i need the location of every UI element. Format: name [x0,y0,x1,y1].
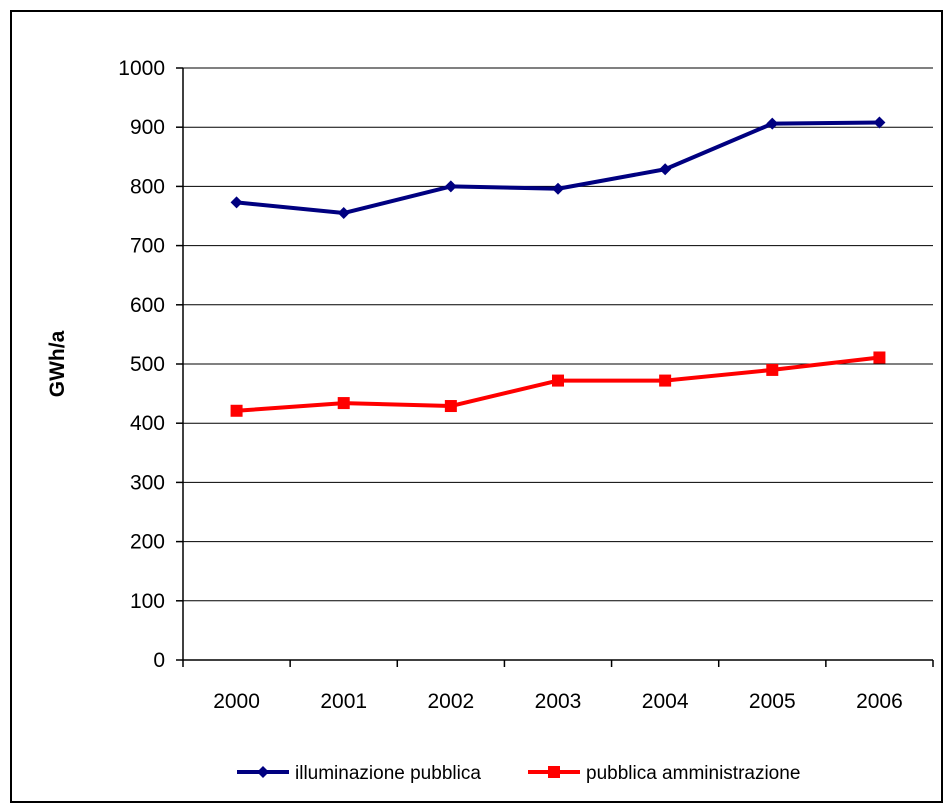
data-point [766,117,779,130]
y-tick-label: 200 [130,531,165,554]
y-tick-label: 600 [130,294,165,317]
x-tick-label: 2000 [213,690,260,713]
data-point [552,374,564,387]
legend: illuminazione pubblica pubblica amministr… [237,763,800,784]
y-tick-label: 700 [130,235,165,258]
x-tick-label: 2006 [856,690,903,713]
y-tick-label: 400 [130,412,165,435]
data-point [230,404,243,417]
x-tick-label: 2004 [642,690,689,713]
y-tick-label: 800 [130,175,165,198]
y-tick-label: 0 [153,649,165,672]
gridlines [183,67,933,602]
series-layer [230,116,886,417]
y-tick-label: 500 [130,353,165,376]
data-point [444,180,457,193]
data-point [337,207,350,220]
data-point [337,397,350,410]
chart-frame [10,10,943,803]
data-point [873,116,886,129]
x-tick-label: 2001 [320,690,367,713]
data-point [766,363,779,376]
series-1 [230,351,886,417]
legend-label: pubblica amministrazione [586,763,800,784]
series-line [236,120,880,216]
data-point [659,374,672,387]
y-tick-labels: 0 100 200 300 400 500 600 700 800 900 1000 [118,57,165,672]
y-tick-label: 300 [130,471,165,494]
data-point [659,163,672,176]
legend-marker [548,766,560,778]
axes [176,67,934,667]
y-tick-label: 900 [130,116,165,139]
x-tick-labels: 2000 2001 2002 2003 2004 2005 2006 [213,690,903,713]
x-tick-label: 2003 [535,690,582,713]
x-tick-label: 2005 [749,690,796,713]
data-point [230,196,243,209]
series-0 [230,116,886,220]
x-tick-label: 2002 [427,690,474,713]
legend-label: illuminazione pubblica [295,763,481,784]
y-tick-label: 1000 [118,57,165,80]
data-point [444,400,457,413]
legend-item-0: illuminazione pubblica [237,763,481,784]
data-point [552,182,564,195]
legend-item-1: pubblica amministrazione [528,763,800,784]
y-tick-label: 100 [130,590,165,613]
data-point [873,351,886,364]
legend-marker [257,766,269,778]
y-axis-title: GWh/a [46,330,69,397]
